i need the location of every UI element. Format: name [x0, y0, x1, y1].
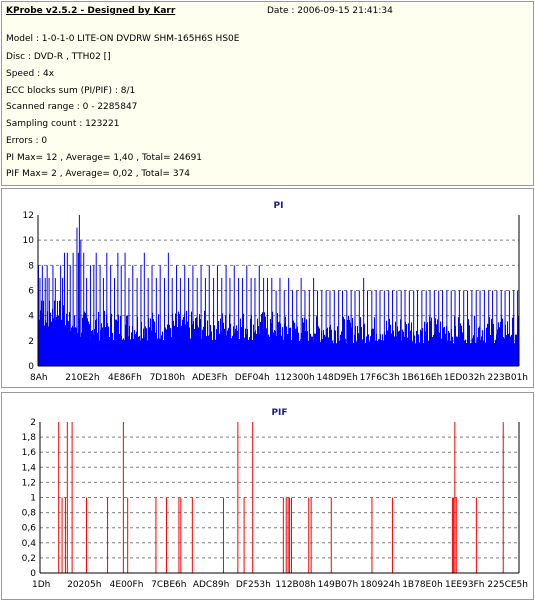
sampling-line: Sampling count : 123221 [6, 119, 120, 129]
y-tick-label: 2 [30, 418, 36, 428]
errors-line: Errors : 0 [6, 136, 48, 146]
speed-line: Speed : 4x [6, 69, 55, 79]
series-bars [38, 215, 519, 366]
y-tick-label: 1,4 [22, 463, 37, 473]
pi-chart: PI 0 2 4 6 8 10 12 8Ah 210E2h 4E86Fh 7D180h ADE3Fh DE… [23, 201, 528, 383]
y-tick-label: 10 [23, 236, 35, 246]
x-tick-label: ADE3Fh [192, 373, 227, 383]
y-tick-label: 1 [30, 494, 36, 504]
ecc-line: ECC blocks sum (PI/PIF) : 8/1 [6, 86, 136, 96]
x-tick-label: 180924h [360, 580, 400, 590]
y-tick-label: 0,4 [22, 539, 37, 549]
y-tick-label: 6 [28, 287, 34, 297]
y-tick-label: 0,6 [22, 524, 37, 534]
x-tick-label: 8Ah [30, 373, 48, 383]
x-tick-label: 1EE93Fh [445, 580, 484, 590]
y-tick-label: 0 [28, 362, 34, 372]
series-bars [58, 422, 504, 573]
x-tick-label: 4E86Fh [108, 373, 142, 383]
y-tick-label: 1,8 [22, 433, 37, 443]
x-tick-label: 1Dh [32, 580, 50, 590]
y-tick-label: 8 [28, 261, 34, 271]
info-panel: KProbe v2.5.2 - Designed by Karr Date : … [1, 1, 534, 186]
x-tick-label: 17F6C3h [360, 373, 400, 383]
y-tick-label: 1,6 [22, 448, 37, 458]
x-tick-label: DEF04h [235, 373, 270, 383]
pif-summary-line: PIF Max= 2 , Average= 0,02 , Total= 374 [6, 169, 191, 179]
app-title: KProbe v2.5.2 - Designed by Karr [6, 6, 176, 16]
chart-title: PIF [271, 408, 287, 418]
x-tick-label: 112300h [275, 373, 315, 383]
x-tick-label: ADC89h [193, 580, 230, 590]
x-tick-label: DF253h [236, 580, 271, 590]
x-tick-label: 148D9Eh [317, 373, 358, 383]
x-tick-label: 225CE5h [487, 580, 528, 590]
x-tick-label: 1ED032h [444, 373, 485, 383]
x-tick-label: 1B78E0h [402, 580, 442, 590]
y-tick-label: 4 [28, 312, 34, 322]
range-line: Scanned range : 0 - 2285847 [6, 102, 138, 112]
y-tick-label: 1,2 [22, 478, 36, 488]
y-tick-label: 0,2 [22, 554, 36, 564]
y-tick-label: 0 [30, 569, 36, 579]
y-tick-label: 0,8 [22, 509, 37, 519]
chart-title: PI [274, 201, 284, 211]
y-tick-label: 2 [28, 337, 34, 347]
x-tick-label: 223B01h [487, 373, 528, 383]
x-tick-label: 7CBE6h [151, 580, 186, 590]
scan-date: Date : 2006-09-15 21:41:34 [267, 6, 393, 16]
model-line: Model : 1-0-1-0 LITE-ON DVDRW SHM-165H6S… [6, 34, 240, 44]
x-tick-label: 112B08h [275, 580, 316, 590]
pif-chart: PIF 0 0,2 0,4 0,6 0,8 1 1,2 1,4 1,6 1,8 2 1Dh 20205h 4… [22, 408, 528, 590]
x-tick-label: 4E00Fh [110, 580, 144, 590]
y-tick-label: 12 [23, 211, 34, 221]
x-tick-label: 20205h [67, 580, 101, 590]
x-tick-label: 7D180h [150, 373, 186, 383]
x-tick-label: 210E2h [65, 373, 99, 383]
x-tick-label: 1B616Eh [402, 373, 442, 383]
pi-chart-panel: PI 0 2 4 6 8 10 12 8Ah 210E2h 4E86Fh 7D180h ADE3Fh DE… [1, 188, 534, 388]
pi-summary-line: PI Max= 12 , Average= 1,40 , Total= 2469… [6, 153, 203, 163]
x-tick-label: 149B07h [318, 580, 359, 590]
plot-area [40, 422, 519, 573]
disc-line: Disc : DVD-R , TTH02 [] [6, 52, 111, 62]
pif-chart-panel: PIF 0 0,2 0,4 0,6 0,8 1 1,2 1,4 1,6 1,8 2 1Dh 20205h 4… [1, 392, 534, 600]
